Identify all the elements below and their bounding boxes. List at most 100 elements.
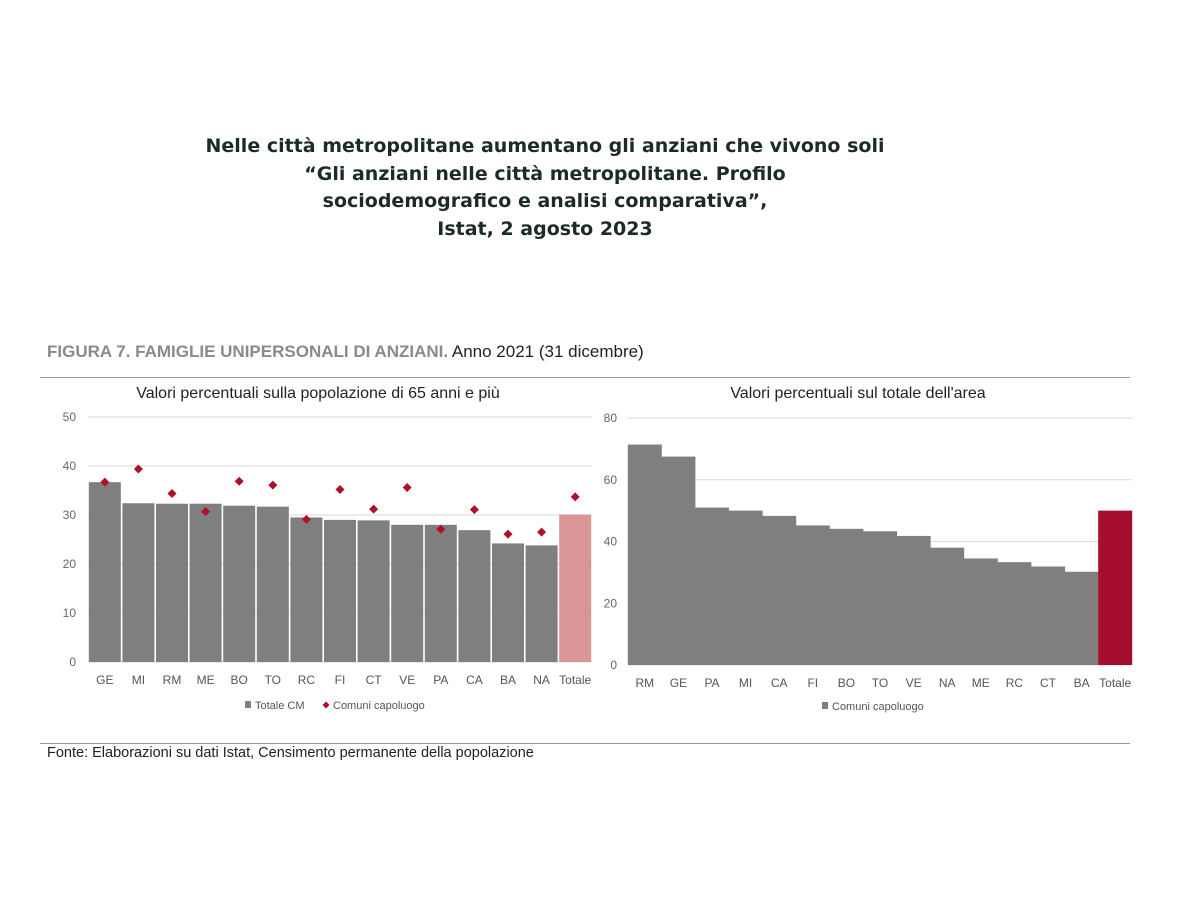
x-tick-label: CA: [466, 673, 483, 687]
diamond-marker: [537, 527, 547, 537]
bar: [795, 525, 830, 665]
bar: [829, 528, 864, 665]
bar: [290, 517, 323, 662]
x-tick-label: ME: [972, 676, 990, 690]
bar: [156, 503, 188, 662]
diamond-marker: [167, 488, 177, 498]
figure-title-bold: FIGURA 7. FAMIGLIE UNIPERSONALI DI ANZIA…: [47, 342, 449, 361]
headline-line: Nelle città metropolitane aumentano gli …: [205, 135, 885, 157]
figure-title-rest: Anno 2021 (31 dicembre): [448, 342, 644, 361]
source-note: Fonte: Elaborazioni su dati Istat, Censi…: [47, 745, 534, 761]
x-tick-label: GE: [96, 673, 113, 687]
chart-title: Valori percentuali sulla popolazione di …: [136, 385, 500, 402]
y-tick-label: 20: [604, 596, 618, 610]
diamond-marker: [369, 504, 379, 514]
x-tick-label: Totale: [1099, 676, 1131, 690]
legend-diamond: [322, 701, 330, 709]
bar: [122, 503, 155, 662]
bar: [728, 510, 763, 665]
legend-label: Totale CM: [255, 700, 305, 712]
bar: [997, 562, 1032, 665]
y-tick-label: 50: [63, 410, 77, 424]
x-tick-label: Totale: [559, 673, 591, 687]
diamond-marker: [570, 492, 580, 502]
diamond-marker: [402, 483, 412, 493]
top-rule: [40, 377, 1130, 378]
x-tick-label: FI: [335, 673, 346, 687]
legend-label: Comuni capoluogo: [333, 700, 425, 712]
x-tick-label: NA: [533, 673, 550, 687]
diamond-marker: [234, 476, 244, 486]
x-tick-label: RC: [1006, 676, 1024, 690]
bar: [458, 530, 491, 662]
bottom-rule: [40, 743, 1130, 744]
x-tick-label: CT: [366, 673, 383, 687]
bar: [492, 543, 524, 662]
x-tick-label: RM: [635, 676, 654, 690]
x-tick-label: MI: [739, 676, 752, 690]
x-tick-label: PA: [704, 676, 719, 690]
diamond-marker: [436, 524, 446, 534]
bar: [627, 444, 662, 665]
chart-title: Valori percentuali sul totale dell'area: [730, 385, 985, 402]
bar: [88, 482, 121, 662]
y-tick-label: 10: [63, 606, 77, 620]
legend-swatch: [822, 702, 828, 709]
legend-label: Comuni capoluogo: [832, 701, 924, 713]
bar: [695, 507, 729, 665]
x-tick-label: MI: [132, 673, 145, 687]
bar: [930, 547, 965, 665]
bar: [223, 505, 256, 662]
bar: [1031, 566, 1065, 665]
bar: [525, 545, 558, 662]
bar: [963, 558, 998, 665]
y-tick-label: 40: [604, 535, 618, 549]
bar: [661, 456, 696, 665]
diamond-marker: [201, 507, 211, 517]
y-tick-label: 40: [63, 459, 77, 473]
bar: [1064, 571, 1099, 665]
diamond-marker: [268, 480, 278, 490]
diamond-marker: [301, 514, 311, 524]
bar: [424, 524, 457, 662]
headline-line: sociodemografico e analisi comparativa”,: [322, 190, 768, 212]
headline-line: “Gli anziani nelle città metropolitane. …: [304, 162, 786, 185]
y-tick-label: 0: [610, 658, 617, 672]
x-tick-label: BA: [500, 673, 516, 687]
x-tick-label: BO: [231, 673, 248, 687]
x-tick-label: VE: [399, 673, 415, 687]
x-tick-label: VE: [906, 676, 922, 690]
x-tick-label: RC: [298, 673, 316, 687]
headline-line: Istat, 2 agosto 2023: [437, 217, 653, 240]
bar: [189, 503, 222, 662]
diamond-marker: [469, 505, 479, 515]
x-tick-label: FI: [807, 676, 818, 690]
bar: [256, 506, 289, 662]
x-tick-label: RM: [163, 673, 182, 687]
x-tick-label: BA: [1074, 676, 1090, 690]
bar: [1098, 510, 1133, 665]
headline: Nelle città metropolitane aumentano gli …: [145, 133, 945, 243]
x-tick-label: TO: [265, 673, 281, 687]
bar: [357, 520, 390, 662]
x-tick-label: CT: [1040, 676, 1057, 690]
x-tick-label: GE: [670, 676, 687, 690]
diamond-marker: [335, 485, 345, 495]
bar: [896, 535, 931, 665]
bar: [391, 524, 424, 662]
x-tick-label: ME: [197, 673, 215, 687]
diamond-marker: [100, 477, 110, 487]
x-tick-label: NA: [939, 676, 956, 690]
bar: [324, 519, 356, 662]
x-tick-label: CA: [771, 676, 788, 690]
y-tick-label: 20: [63, 557, 77, 571]
y-tick-label: 0: [69, 655, 76, 669]
diamond-marker: [133, 464, 143, 474]
figure-title: FIGURA 7. FAMIGLIE UNIPERSONALI DI ANZIA…: [47, 342, 644, 362]
bar: [762, 515, 797, 665]
diamond-marker: [503, 529, 513, 539]
legend-swatch: [245, 701, 251, 708]
bar: [559, 514, 592, 662]
y-tick-label: 60: [604, 473, 618, 487]
